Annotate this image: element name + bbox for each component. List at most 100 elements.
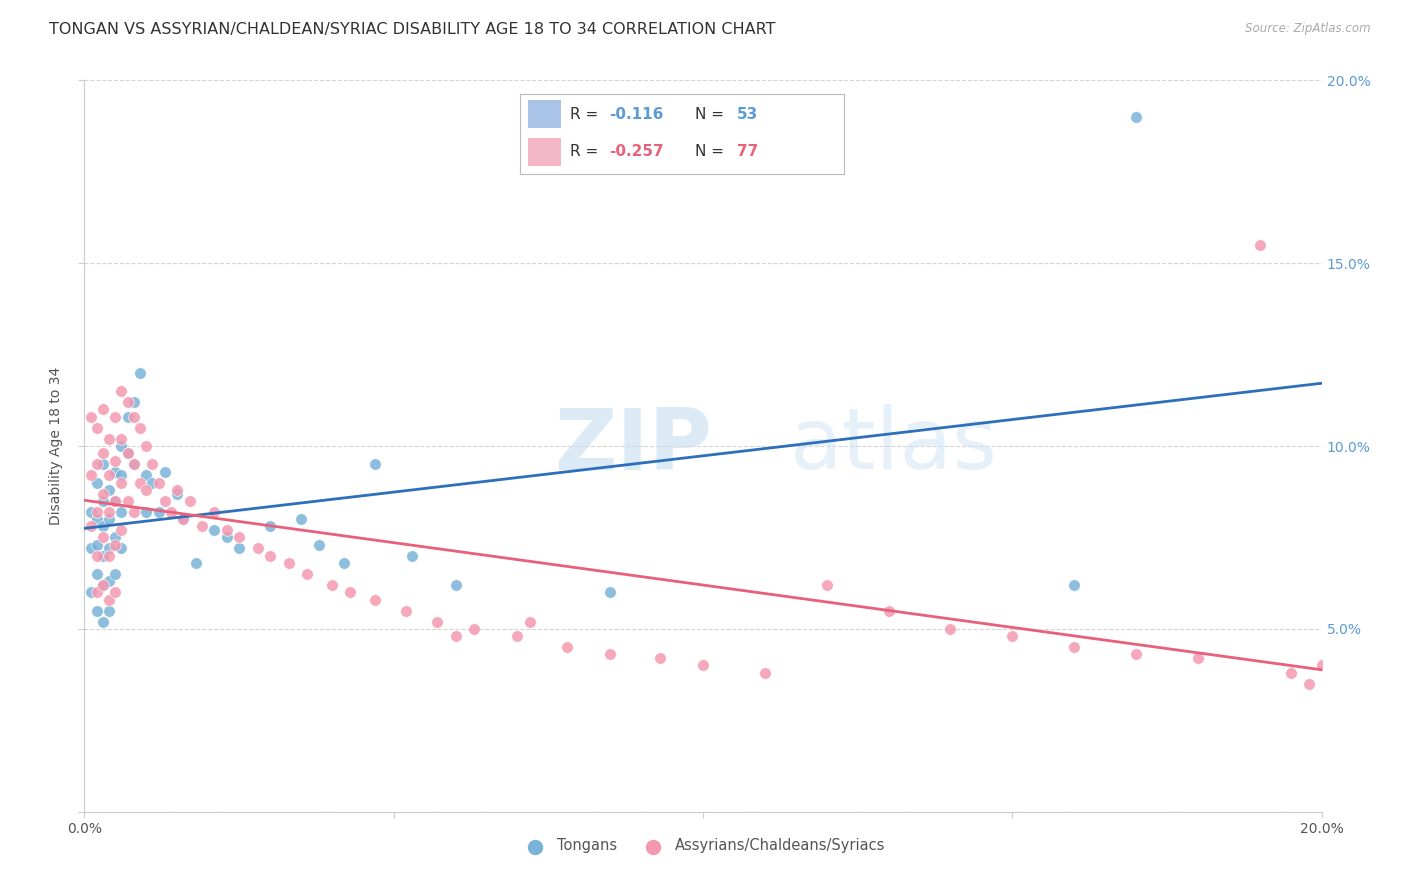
Point: [98, 603, 121, 617]
Point: [141, 457, 163, 471]
Point: [166, 486, 188, 500]
Point: [91, 549, 114, 563]
Point: [86, 549, 108, 563]
Point: [202, 505, 225, 519]
Point: [339, 585, 361, 599]
Bar: [529, 100, 561, 128]
Point: [215, 523, 238, 537]
Text: 53: 53: [737, 107, 758, 121]
Point: [184, 556, 207, 570]
Point: [135, 505, 157, 519]
Point: [91, 578, 114, 592]
Point: [86, 603, 108, 617]
Point: [506, 629, 529, 643]
Point: [179, 494, 201, 508]
Point: [104, 530, 127, 544]
Point: [98, 541, 121, 556]
Point: [1001, 629, 1024, 643]
Bar: [529, 137, 561, 166]
Text: R =: R =: [571, 145, 603, 160]
Point: [648, 651, 671, 665]
Text: TONGAN VS ASSYRIAN/CHALDEAN/SYRIAC DISABILITY AGE 18 TO 34 CORRELATION CHART: TONGAN VS ASSYRIAN/CHALDEAN/SYRIAC DISAB…: [49, 22, 776, 37]
Point: [104, 585, 127, 599]
Point: [91, 402, 114, 417]
Point: [153, 494, 176, 508]
Text: N =: N =: [695, 145, 728, 160]
Text: Source: ZipAtlas.com: Source: ZipAtlas.com: [1246, 22, 1371, 36]
Point: [277, 556, 299, 570]
Point: [129, 475, 152, 490]
Point: [290, 512, 312, 526]
Point: [228, 530, 250, 544]
Text: -0.116: -0.116: [609, 107, 664, 121]
Point: [555, 640, 578, 655]
Point: [98, 483, 121, 497]
Point: [104, 494, 127, 508]
Point: [110, 523, 132, 537]
Point: [91, 519, 114, 533]
Point: [426, 615, 449, 629]
Point: [122, 457, 145, 471]
Point: [1125, 648, 1147, 662]
Point: [153, 465, 176, 479]
Point: [110, 384, 132, 398]
Point: [295, 567, 318, 582]
Point: [692, 658, 714, 673]
Text: R =: R =: [571, 107, 603, 121]
Point: [1298, 676, 1320, 690]
Point: [104, 453, 127, 467]
Point: [91, 494, 114, 508]
Point: [86, 505, 108, 519]
Point: [1125, 110, 1147, 124]
Text: N =: N =: [695, 107, 728, 121]
Point: [599, 585, 621, 599]
Point: [191, 519, 214, 533]
Point: [259, 549, 281, 563]
Point: [86, 538, 108, 552]
Point: [91, 578, 114, 592]
Point: [79, 585, 101, 599]
Point: [98, 432, 121, 446]
Point: [166, 483, 188, 497]
Text: ZIP: ZIP: [554, 404, 713, 488]
Point: [86, 457, 108, 471]
Point: [117, 395, 139, 409]
Point: [1249, 238, 1271, 252]
Point: [117, 446, 139, 460]
Point: [172, 512, 194, 526]
Point: [104, 494, 127, 508]
Point: [110, 432, 132, 446]
Point: [364, 457, 387, 471]
Point: [104, 465, 127, 479]
Point: [98, 468, 121, 483]
Point: [754, 665, 776, 680]
Point: [110, 475, 132, 490]
Point: [1310, 658, 1333, 673]
Point: [1063, 578, 1085, 592]
Point: [79, 541, 101, 556]
Point: [160, 505, 183, 519]
Point: [122, 395, 145, 409]
Point: [202, 523, 225, 537]
Point: [246, 541, 269, 556]
Point: [122, 505, 145, 519]
Point: [877, 603, 900, 617]
Point: [333, 556, 356, 570]
Point: [259, 519, 281, 533]
Point: [98, 512, 121, 526]
Point: [1279, 665, 1302, 680]
Point: [444, 629, 467, 643]
Point: [86, 585, 108, 599]
Point: [141, 475, 163, 490]
Point: [104, 538, 127, 552]
Point: [91, 486, 114, 500]
Point: [104, 409, 127, 424]
Point: [939, 622, 962, 636]
Point: [98, 505, 121, 519]
Point: [148, 475, 170, 490]
Point: [135, 468, 157, 483]
Point: [401, 549, 423, 563]
Legend: Tongans, Assyrians/Chaldeans/Syriacs: Tongans, Assyrians/Chaldeans/Syriacs: [515, 832, 891, 859]
Point: [228, 541, 250, 556]
Point: [110, 505, 132, 519]
